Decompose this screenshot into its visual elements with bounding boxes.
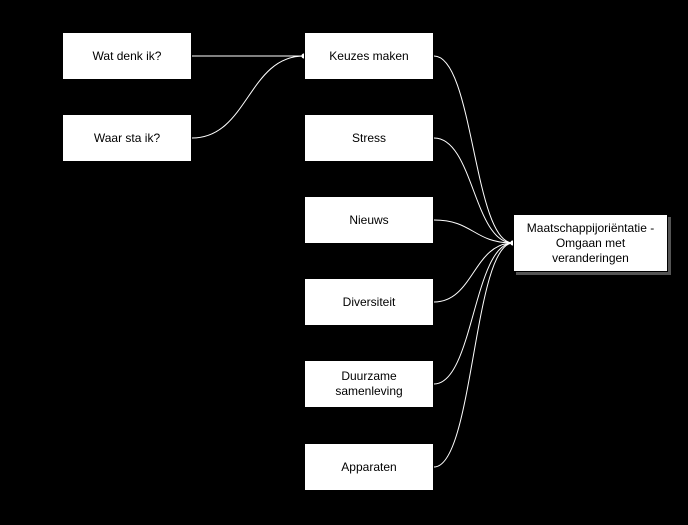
node-keuzes-maken: Keuzes maken bbox=[304, 32, 434, 80]
node-label: Nieuws bbox=[349, 213, 388, 228]
node-label: Duurzame samenleving bbox=[311, 369, 427, 399]
node-apparaten: Apparaten bbox=[304, 443, 434, 491]
diagram-stage: Wat denk ik? Waar sta ik? Keuzes maken S… bbox=[0, 0, 688, 525]
node-diversiteit: Diversiteit bbox=[304, 278, 434, 326]
node-wat-denk-ik: Wat denk ik? bbox=[62, 32, 192, 80]
node-label: Maatschappijoriëntatie - Omgaan met vera… bbox=[520, 221, 661, 266]
node-waar-sta-ik: Waar sta ik? bbox=[62, 114, 192, 162]
node-label: Apparaten bbox=[341, 460, 396, 475]
node-maatschappijorientatie: Maatschappijoriëntatie - Omgaan met vera… bbox=[513, 214, 668, 272]
node-duurzame-samenleving: Duurzame samenleving bbox=[304, 360, 434, 408]
node-stress: Stress bbox=[304, 114, 434, 162]
node-label: Stress bbox=[352, 131, 386, 146]
node-label: Wat denk ik? bbox=[93, 49, 162, 64]
node-nieuws: Nieuws bbox=[304, 196, 434, 244]
node-label: Waar sta ik? bbox=[94, 131, 160, 146]
node-label: Diversiteit bbox=[343, 295, 396, 310]
node-label: Keuzes maken bbox=[329, 49, 408, 64]
